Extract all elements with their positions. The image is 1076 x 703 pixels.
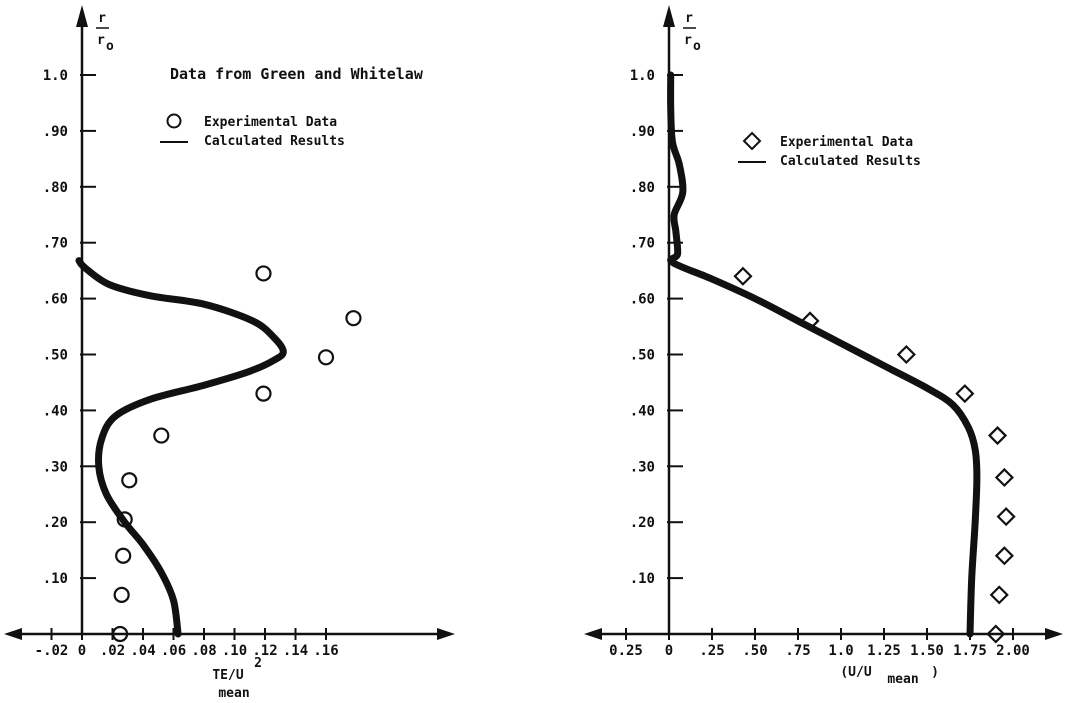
y-tick-label: .70 xyxy=(43,236,68,252)
y-tick-label: .10 xyxy=(630,571,655,587)
experimental-data-point xyxy=(121,472,138,489)
y-tick-label: 1.0 xyxy=(630,68,655,84)
x-tick-label: 0 xyxy=(665,643,673,659)
x-tick-label: .08 xyxy=(191,643,216,659)
y-tick-label: .50 xyxy=(630,348,655,364)
experimental-data-point xyxy=(115,547,132,564)
y-axis-label-numerator: r xyxy=(98,11,106,26)
experimental-data-point xyxy=(317,349,335,366)
y-axis-label-subscript: o xyxy=(106,39,114,54)
y-tick-label: 1.0 xyxy=(43,68,68,84)
x-axis-label-subscript: mean xyxy=(218,686,249,701)
experimental-data-point xyxy=(994,467,1014,488)
y-tick-label: .40 xyxy=(43,403,68,419)
y-tick-label: .60 xyxy=(630,292,655,308)
y-tick-label: .30 xyxy=(43,459,68,475)
x-axis-right-arrow xyxy=(437,628,455,640)
legend-marker-circle xyxy=(166,113,182,129)
y-tick-label: .50 xyxy=(43,348,68,364)
y-tick-label: .80 xyxy=(43,180,68,196)
experimental-data-point xyxy=(986,624,1006,644)
experimental-data-point xyxy=(112,625,129,643)
y-tick-label: .80 xyxy=(630,180,655,196)
experimental-data-point xyxy=(255,265,272,282)
experimental-data-point xyxy=(987,425,1008,446)
y-tick-label: .90 xyxy=(630,124,655,140)
experimental-data-point xyxy=(989,585,1009,605)
y-tick-label: .70 xyxy=(630,236,655,252)
experimental-data-point xyxy=(153,427,170,444)
x-axis-right-arrow xyxy=(1045,628,1063,640)
x-axis-label-subscript: mean xyxy=(887,672,918,687)
x-axis-label-superscript: 2 xyxy=(254,656,262,671)
y-axis-label-numerator: r xyxy=(685,11,693,26)
y-tick-label: .30 xyxy=(630,459,655,475)
y-tick-label: .10 xyxy=(43,571,68,587)
x-tick-label: 0 xyxy=(78,643,86,659)
chart-title: Data from Green and Whitelaw xyxy=(170,65,424,83)
x-axis-label-end: ) xyxy=(931,665,939,680)
y-tick-label: .20 xyxy=(43,515,68,531)
legend-marker-diamond xyxy=(742,131,762,151)
chart-1: rr o .10 .20 .30 .40 .50 .60 .70 .80 .90 1.0 -.02 0 .0… xyxy=(4,5,455,701)
y-axis-label-subscript: o xyxy=(693,39,701,54)
legend-label: Experimental Data xyxy=(780,135,913,150)
x-tick-label: 1.25 xyxy=(867,643,901,659)
experimental-data-point xyxy=(896,344,916,365)
experimental-data-point xyxy=(994,546,1014,566)
x-axis-left-arrow xyxy=(4,628,22,640)
x-tick-label: 1.0 xyxy=(828,643,853,659)
x-axis-label: (U/U xyxy=(840,665,871,680)
x-tick-label: .50 xyxy=(742,643,767,659)
experimental-data-point xyxy=(255,385,272,402)
experimental-data-point xyxy=(345,310,362,327)
y-tick-label: .20 xyxy=(630,515,655,531)
experimental-data-point xyxy=(113,586,130,603)
x-tick-label: .02 xyxy=(100,643,125,659)
x-tick-label: -.02 xyxy=(35,643,69,659)
x-tick-label: .06 xyxy=(161,643,186,659)
x-tick-label: .04 xyxy=(130,643,155,659)
x-axis-label: TE/U xyxy=(212,668,243,683)
legend-label: Calculated Results xyxy=(204,134,345,149)
y-tick-label: .60 xyxy=(43,292,68,308)
x-tick-label: 2.00 xyxy=(996,643,1030,659)
y-axis-label-denominator: r xyxy=(684,33,692,48)
calculated-results-curve xyxy=(667,71,981,638)
y-axis-arrow xyxy=(663,5,675,27)
x-tick-label: .10 xyxy=(222,643,247,659)
x-tick-label: .14 xyxy=(283,643,308,659)
legend-label: Calculated Results xyxy=(780,154,921,169)
x-tick-label: 0.25 xyxy=(609,643,643,659)
experimental-data-point xyxy=(996,507,1016,527)
y-tick-label: .90 xyxy=(43,124,68,140)
x-tick-label: .25 xyxy=(699,643,724,659)
calculated-results-curve xyxy=(75,257,287,638)
y-axis-label-denominator: r xyxy=(97,33,105,48)
x-tick-label: 1.50 xyxy=(910,643,944,659)
y-axis-arrow xyxy=(76,5,88,27)
experimental-data-point xyxy=(955,384,975,404)
x-tick-label: .12 xyxy=(252,643,277,659)
x-axis-left-arrow xyxy=(584,628,602,640)
x-tick-label: 1.75 xyxy=(953,643,987,659)
legend-label: Experimental Data xyxy=(204,115,337,130)
y-tick-label: .40 xyxy=(630,403,655,419)
x-tick-label: .16 xyxy=(313,643,338,659)
chart-2: rr o.10.20.30.40.50.60.70.80.901.00.25 0.2… xyxy=(584,5,1063,687)
experimental-data-point xyxy=(733,266,753,286)
x-tick-label: .75 xyxy=(785,643,810,659)
